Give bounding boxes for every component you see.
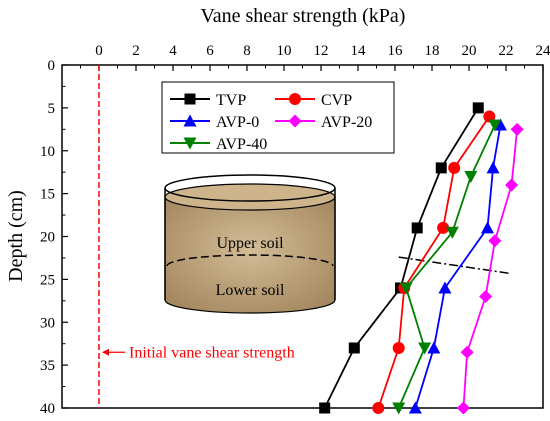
data-point	[456, 401, 470, 415]
x-tick-label: 22	[499, 43, 514, 59]
y-tick-label: 20	[40, 230, 55, 246]
series-avp-20	[456, 122, 524, 415]
y-tick-label: 35	[40, 358, 55, 374]
x-tick-label: 12	[314, 43, 329, 59]
data-point	[319, 402, 331, 414]
y-tick-label: 40	[40, 401, 55, 417]
series-layer	[319, 102, 524, 415]
legend-item: TVP	[170, 92, 246, 109]
series-line	[397, 124, 496, 409]
soil-boundary-line	[398, 256, 510, 275]
legend-marker	[288, 114, 302, 128]
x-tick-label: 16	[388, 43, 404, 59]
x-tick-label: 6	[206, 43, 214, 59]
legend-label: AVP-0	[216, 114, 259, 131]
data-point	[372, 402, 385, 414]
data-point	[505, 178, 519, 192]
legend-marker	[184, 93, 196, 105]
legend-marker	[289, 93, 301, 105]
initial-strength-arrowhead	[102, 348, 109, 356]
y-tick-label: 30	[40, 315, 55, 331]
x-tick-label: 10	[277, 43, 292, 59]
data-point	[510, 122, 524, 136]
series-line	[462, 129, 518, 409]
data-point	[486, 161, 500, 174]
upper-soil-label: Upper soil	[216, 235, 284, 252]
x-axis-ticks: 0 2 4 6 8 10 12 14 16 18 20 22 24	[80, 43, 550, 71]
legend: TVP CVP AVP-0 AVP-20 AVP-40	[161, 81, 395, 154]
data-point	[481, 221, 494, 234]
series-line	[323, 107, 480, 409]
x-tick-label: 2	[132, 43, 140, 59]
chart-title: Vane shear strength (kPa)	[201, 5, 406, 27]
legend-item: AVP-0	[170, 114, 259, 131]
data-point	[460, 345, 474, 359]
y-axis-label: Depth (cm)	[5, 190, 27, 282]
series-avp-40	[392, 119, 502, 415]
x-tick-label: 4	[169, 43, 177, 59]
x-tick-label: 8	[243, 43, 251, 59]
x-tick-label: 14	[351, 43, 367, 59]
y-tick-label: 10	[40, 144, 55, 160]
data-point	[411, 222, 423, 234]
legend-item: CVP	[275, 92, 352, 109]
x-tick-label: 0	[95, 43, 103, 59]
legend-label: TVP	[216, 92, 246, 109]
data-point	[392, 402, 406, 415]
x-tick-label: 20	[462, 43, 477, 59]
series-avp-0	[408, 118, 507, 414]
data-point	[427, 341, 441, 354]
lower-soil-label: Lower soil	[216, 282, 285, 299]
data-point	[348, 342, 360, 354]
data-point	[438, 281, 452, 294]
data-point	[479, 290, 493, 304]
series-cvp	[372, 110, 496, 414]
legend-label: CVP	[321, 92, 352, 109]
initial-strength-label: Initial vane shear strength	[129, 344, 295, 361]
legend-box	[161, 81, 395, 154]
legend-item: AVP-20	[275, 114, 372, 131]
data-point	[464, 170, 478, 183]
soil-container-inset: Upper soil Lower soil	[164, 174, 336, 314]
data-point	[399, 282, 413, 295]
data-point	[392, 341, 405, 354]
data-point	[408, 401, 422, 414]
data-point	[493, 118, 507, 131]
y-tick-label: 15	[40, 187, 55, 203]
data-point	[488, 119, 502, 132]
y-tick-label: 5	[48, 101, 56, 117]
layer-interface-line	[166, 254, 334, 267]
data-point	[488, 234, 502, 248]
data-point	[418, 342, 432, 355]
y-axis-ticks: 0 5 10 15 20 25 30 35 40	[40, 58, 68, 417]
data-point	[435, 162, 447, 174]
legend-label: AVP-40	[216, 136, 267, 153]
data-point	[445, 226, 459, 239]
x-tick-label: 24	[536, 43, 550, 59]
y-tick-label: 25	[40, 272, 55, 288]
x-tick-label: 18	[425, 43, 440, 59]
data-point	[483, 110, 496, 123]
legend-item: AVP-40	[170, 136, 267, 153]
y-tick-label: 0	[48, 58, 56, 74]
legend-label: AVP-20	[321, 114, 372, 131]
series-line	[414, 124, 502, 409]
data-point	[472, 102, 484, 114]
legend-marker	[183, 114, 197, 127]
series-line	[377, 115, 491, 409]
data-point	[448, 161, 461, 174]
legend-marker	[183, 137, 197, 150]
data-point	[437, 221, 450, 234]
